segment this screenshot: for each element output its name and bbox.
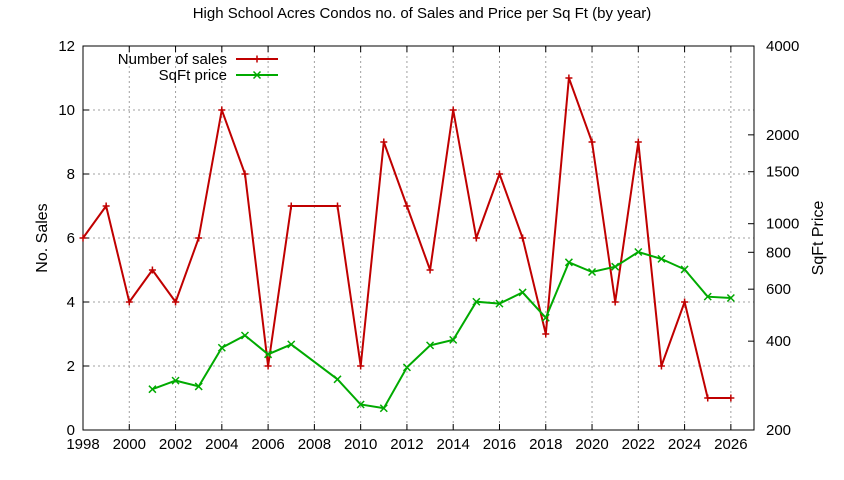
data-point-sqft-price — [518, 288, 527, 297]
y-tick-label: 8 — [67, 166, 75, 183]
data-point-number-of-sales — [588, 138, 596, 146]
x-tick-label: 2010 — [344, 436, 377, 453]
data-point-number-of-sales — [380, 138, 388, 146]
x-tick-label: 2004 — [205, 436, 238, 453]
y2-tick-label: 400 — [766, 333, 791, 350]
x-tick-label: 2018 — [529, 436, 562, 453]
data-point-number-of-sales — [218, 106, 226, 114]
legend-marker-sqft-price — [252, 70, 262, 80]
data-point-sqft-price — [495, 299, 504, 308]
data-point-number-of-sales — [287, 202, 295, 210]
data-point-number-of-sales — [426, 266, 434, 274]
data-point-sqft-price — [171, 376, 180, 385]
data-point-number-of-sales — [102, 202, 110, 210]
data-point-sqft-price — [217, 343, 226, 352]
y-tick-label: 4 — [67, 294, 75, 311]
x-tick-label: 2022 — [622, 436, 655, 453]
data-point-number-of-sales — [704, 394, 712, 402]
y2-tick-labels: 200 400 600 800 1000 1500 2000 4000 — [766, 38, 799, 439]
y-axis-label: No. Sales — [34, 203, 51, 272]
data-point-sqft-price — [634, 247, 643, 257]
x-tick-label: 2008 — [298, 436, 331, 453]
series-line-sqft-price — [152, 250, 731, 410]
tick-marks — [82, 45, 754, 431]
data-point-number-of-sales — [241, 170, 249, 178]
legend-label: Number of sales — [118, 51, 227, 68]
y-tick-labels: 0 2 4 6 8 10 12 — [58, 38, 75, 439]
data-point-number-of-sales — [357, 362, 365, 370]
data-point-sqft-price — [472, 297, 481, 306]
data-point-number-of-sales — [172, 298, 180, 306]
data-point-sqft-price — [356, 400, 365, 409]
data-point-sqft-price — [426, 341, 435, 350]
x-tick-label: 2012 — [390, 436, 423, 453]
series-line-number-of-sales — [82, 77, 731, 399]
y2-tick-label: 600 — [766, 281, 791, 298]
data-point-sqft-price — [703, 292, 712, 301]
data-point-sqft-price — [564, 258, 573, 267]
x-tick-label: 2002 — [159, 436, 192, 453]
data-point-number-of-sales — [611, 298, 619, 306]
data-point-number-of-sales — [403, 202, 411, 210]
data-point-number-of-sales — [472, 234, 480, 242]
y-tick-label: 0 — [67, 422, 75, 439]
data-point-sqft-price — [657, 254, 666, 263]
x-tick-labels: 1998 2000 2002 2004 2006 2008 2010 2012 2014 2016… — [66, 436, 747, 453]
data-point-sqft-price — [402, 363, 411, 372]
data-point-number-of-sales — [79, 234, 87, 242]
y2-tick-label: 800 — [766, 244, 791, 261]
data-point-sqft-price — [148, 385, 157, 394]
data-point-sqft-price — [541, 313, 550, 322]
data-point-number-of-sales — [657, 362, 665, 370]
data-point-sqft-price — [588, 267, 597, 277]
series-layer — [79, 74, 735, 413]
data-point-sqft-price — [333, 375, 342, 384]
y-tick-label: 6 — [67, 230, 75, 247]
data-point-number-of-sales — [264, 362, 272, 370]
y2-tick-label: 1000 — [766, 216, 799, 233]
data-point-sqft-price — [726, 293, 735, 303]
data-point-number-of-sales — [634, 138, 642, 146]
data-point-number-of-sales — [125, 298, 133, 306]
data-point-number-of-sales — [449, 106, 457, 114]
chart-title: High School Acres Condos no. of Sales an… — [193, 5, 652, 22]
data-point-number-of-sales — [195, 234, 203, 242]
x-tick-label: 2000 — [113, 436, 146, 453]
data-point-number-of-sales — [334, 202, 342, 210]
legend-label: SqFt price — [159, 67, 227, 84]
data-point-number-of-sales — [727, 394, 735, 402]
x-tick-label: 2006 — [251, 436, 284, 453]
y2-tick-label: 2000 — [766, 127, 799, 144]
y2-tick-label: 1500 — [766, 164, 799, 181]
y2-axis-label: SqFt Price — [810, 201, 827, 276]
data-point-sqft-price — [449, 335, 458, 344]
y-tick-label: 2 — [67, 358, 75, 375]
data-point-sqft-price — [379, 404, 388, 413]
x-tick-label: 2016 — [483, 436, 516, 453]
y-tick-label: 10 — [58, 102, 75, 119]
data-point-sqft-price — [680, 265, 689, 274]
data-point-number-of-sales — [565, 74, 573, 82]
x-tick-label: 1998 — [66, 436, 99, 453]
y2-tick-label: 200 — [766, 422, 791, 439]
data-point-sqft-price — [240, 331, 249, 340]
x-tick-label: 2024 — [668, 436, 701, 453]
x-tick-label: 2020 — [575, 436, 608, 453]
data-point-number-of-sales — [681, 298, 689, 306]
data-point-sqft-price — [611, 262, 620, 271]
y2-tick-label: 4000 — [766, 38, 799, 55]
data-point-number-of-sales — [542, 330, 550, 338]
legend-marker-number-of-sales — [253, 55, 261, 63]
data-point-sqft-price — [264, 350, 273, 359]
data-point-sqft-price — [194, 382, 203, 391]
x-tick-label: 2026 — [714, 436, 747, 453]
data-point-number-of-sales — [519, 234, 527, 242]
data-point-number-of-sales — [148, 266, 156, 274]
x-tick-label: 2014 — [437, 436, 470, 453]
data-point-number-of-sales — [495, 170, 503, 178]
data-point-sqft-price — [287, 340, 296, 349]
y-tick-label: 12 — [58, 38, 75, 55]
